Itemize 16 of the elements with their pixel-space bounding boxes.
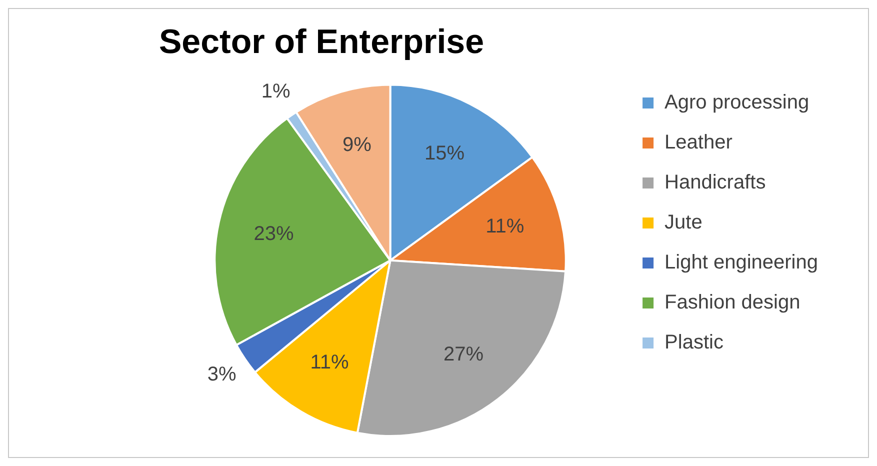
chart-title: Sector of Enterprise (159, 22, 484, 61)
data-label: 9% (342, 134, 372, 156)
data-label: 23% (254, 222, 294, 245)
legend-label: Jute (664, 212, 702, 234)
data-label: 15% (424, 142, 465, 165)
data-label: 11% (310, 352, 349, 374)
data-label: 11% (486, 216, 524, 238)
legend-label: Agro processing (664, 92, 810, 114)
data-label: 3% (207, 363, 237, 386)
legend-label: Light engineering (664, 252, 818, 274)
legend-label: Handicrafts (664, 172, 766, 194)
data-label: 1% (261, 80, 290, 103)
legend-label: Leather (664, 132, 733, 154)
legend-label: Plastic (664, 332, 724, 354)
legend-label: Fashion design (664, 292, 800, 314)
data-label: 27% (443, 343, 484, 366)
